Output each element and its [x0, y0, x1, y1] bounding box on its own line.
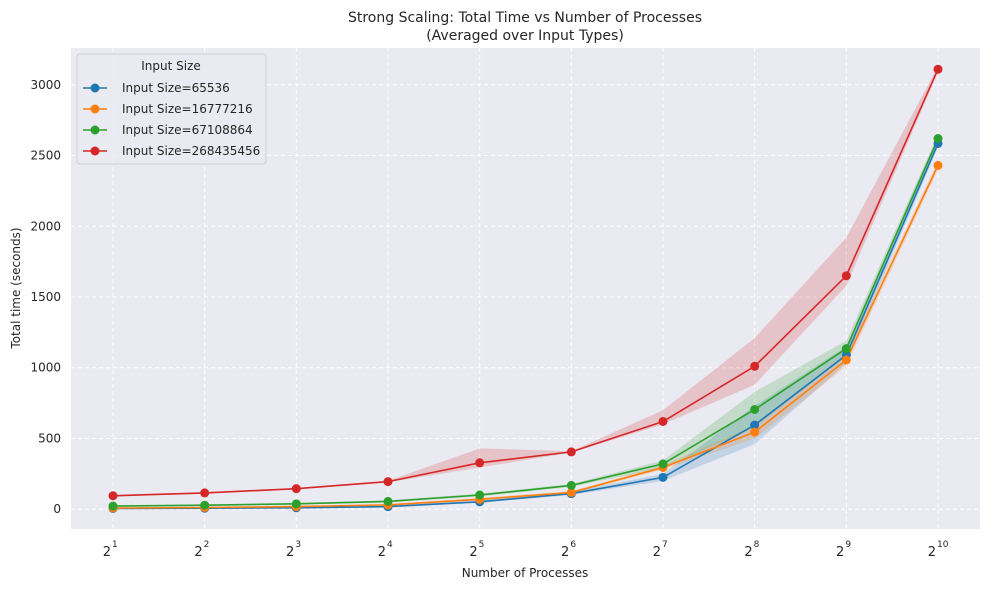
data-point: [658, 472, 668, 482]
confidence-band: [113, 134, 938, 507]
data-point: [291, 499, 301, 509]
legend-item: Input Size=16777216: [83, 102, 253, 116]
legend-label: Input Size=67108864: [122, 123, 253, 137]
confidence-band: [113, 66, 938, 497]
data-point: [566, 480, 576, 490]
legend-item: Input Size=67108864: [83, 123, 253, 137]
y-axis-label: Total time (seconds): [9, 227, 23, 349]
legend-label: Input Size=16777216: [122, 102, 253, 116]
legend-label: Input Size=268435456: [122, 144, 260, 158]
x-tick-exponent: 2: [204, 540, 210, 550]
x-tick-labels: 2 1 2 2 2 3 2 4 2 5 2 6 2 7 2 8 2 9 2 10: [103, 540, 949, 560]
series-line: [112, 143, 939, 510]
data-point: [108, 501, 118, 511]
data-point: [566, 447, 576, 457]
legend-box: [76, 53, 267, 165]
series-lines: [112, 68, 939, 510]
legend-item: Input Size=268435456: [83, 144, 260, 158]
chart-subtitle: (Averaged over Input Types): [426, 28, 624, 44]
series-points: [108, 64, 943, 513]
x-tick-base: 2: [103, 545, 111, 560]
x-tick-exponent: 3: [295, 540, 301, 550]
series-line: [112, 165, 939, 509]
x-tick-base: 2: [194, 545, 202, 560]
data-point: [841, 355, 851, 365]
x-tick-base: 2: [561, 545, 569, 560]
legend-title: Input Size: [141, 59, 201, 73]
y-tick-label: 0: [53, 502, 61, 516]
data-point: [933, 134, 943, 144]
x-tick-base: 2: [286, 545, 294, 560]
y-tick-label: 1500: [30, 290, 61, 304]
legend-swatch-marker: [90, 146, 100, 156]
data-point: [933, 160, 943, 170]
data-point: [291, 484, 301, 494]
legend-item: Input Size=65536: [83, 81, 230, 95]
legend-items: Input Size=65536 Input Size=16777216 Input…: [83, 81, 260, 158]
y-tick-label: 3000: [30, 78, 61, 92]
x-tick-exponent: 6: [570, 540, 576, 550]
x-axis-label: Number of Processes: [462, 566, 589, 580]
y-tick-label: 2500: [30, 149, 61, 163]
x-tick-base: 2: [744, 545, 752, 560]
x-tick-exponent: 1: [112, 540, 118, 550]
data-point: [658, 459, 668, 469]
data-point: [566, 488, 576, 498]
x-tick-exponent: 9: [845, 540, 851, 550]
data-point: [750, 404, 760, 414]
legend-swatch-marker: [90, 125, 100, 135]
y-tick-label: 500: [38, 431, 61, 445]
data-point: [475, 458, 485, 468]
legend: Input Size Input Size=65536 Input Size=16…: [76, 53, 267, 165]
x-tick-base: 2: [469, 545, 477, 560]
data-point: [750, 427, 760, 437]
x-tick-base: 2: [653, 545, 661, 560]
x-tick-base: 2: [836, 545, 844, 560]
data-point: [383, 477, 393, 487]
confidence-bands: [113, 66, 938, 509]
x-tick-exponent: 10: [937, 540, 949, 550]
x-tick-base: 2: [378, 545, 386, 560]
data-point: [108, 491, 118, 501]
y-tick-labels: 0 500 1000 1500 2000 2500 3000: [30, 78, 61, 516]
series-line: [112, 138, 939, 507]
data-point: [383, 496, 393, 506]
data-point: [200, 488, 210, 498]
x-tick-exponent: 5: [479, 540, 485, 550]
y-tick-label: 2000: [30, 219, 61, 233]
data-point: [200, 500, 210, 510]
legend-swatch-marker: [90, 83, 100, 93]
x-tick-base: 2: [928, 545, 936, 560]
x-tick-exponent: 8: [754, 540, 760, 550]
data-point: [750, 420, 760, 430]
data-point: [750, 361, 760, 371]
data-point: [475, 490, 485, 500]
data-point: [841, 271, 851, 281]
data-point: [841, 344, 851, 354]
x-tick-exponent: 7: [662, 540, 668, 550]
x-tick-label: 2 10: [928, 540, 949, 560]
x-tick-exponent: 4: [387, 540, 393, 550]
data-point: [658, 416, 668, 426]
data-point: [933, 64, 943, 74]
y-tick-label: 1000: [30, 361, 61, 375]
legend-swatch-marker: [90, 104, 100, 114]
chart-title: Strong Scaling: Total Time vs Number of …: [348, 10, 702, 26]
legend-label: Input Size=65536: [122, 81, 230, 95]
series-line: [112, 68, 939, 497]
